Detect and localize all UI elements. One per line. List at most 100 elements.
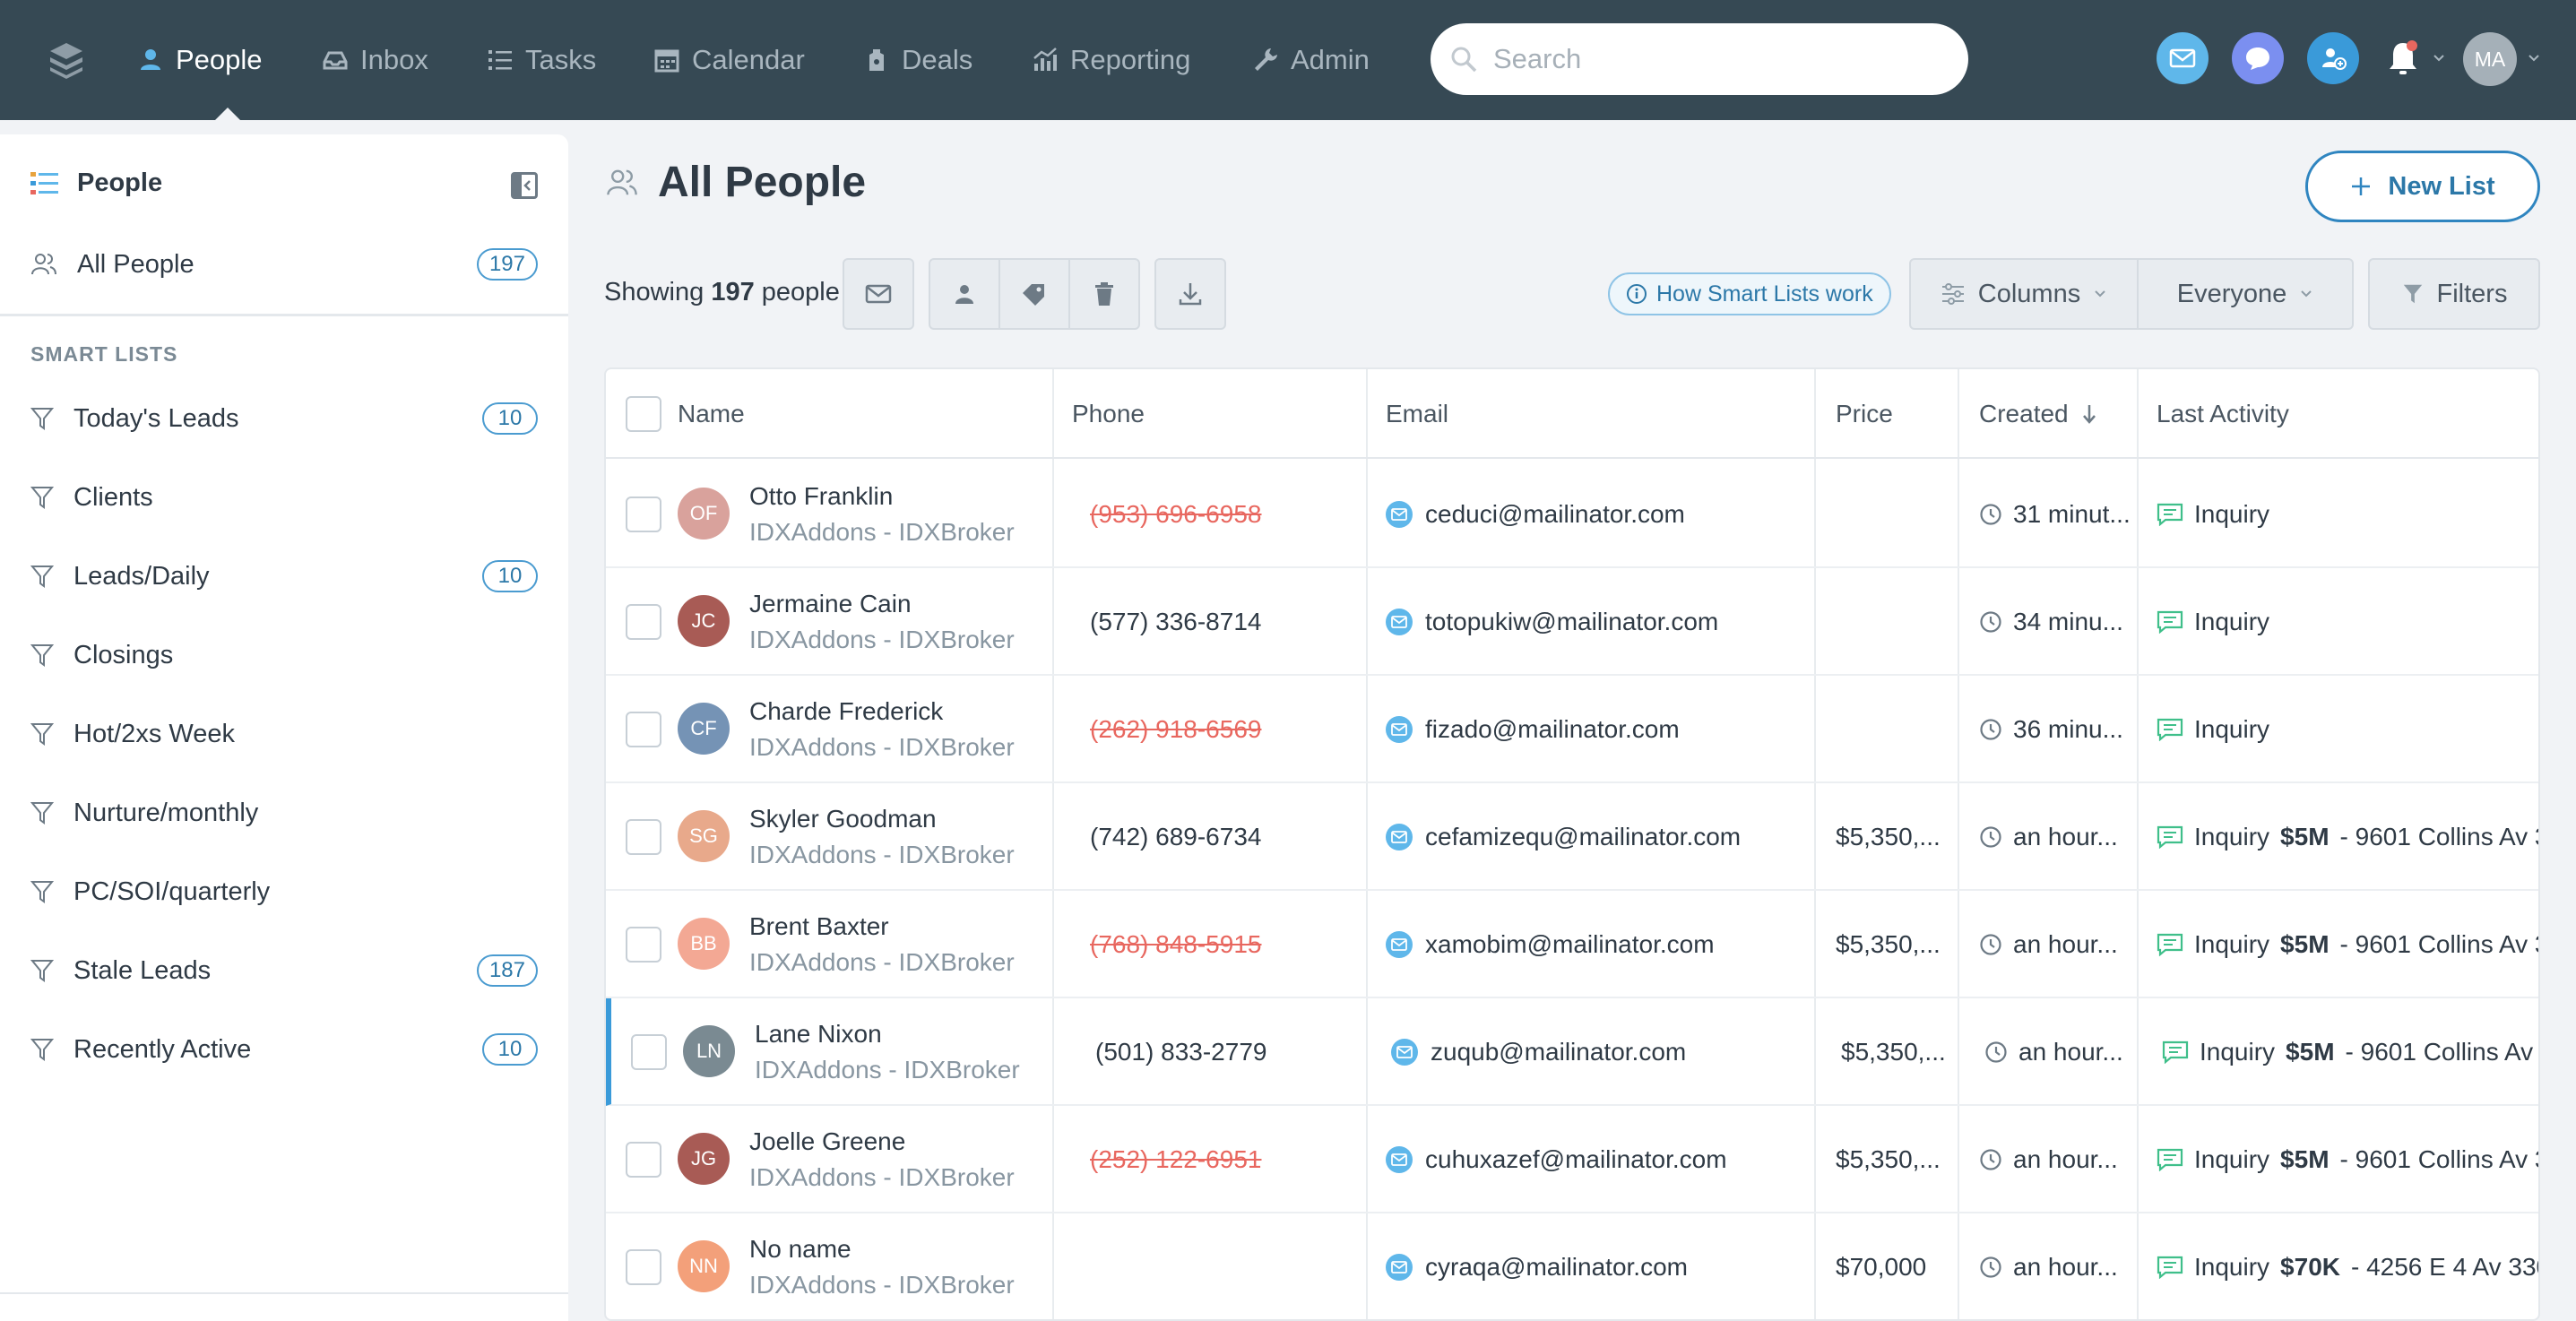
avatar[interactable]: SG <box>678 810 730 862</box>
nav-reporting[interactable]: Reporting <box>1031 0 1190 120</box>
person-name[interactable]: Skyler Goodman <box>749 805 937 833</box>
table-row[interactable]: OF Otto Franklin IDXAddons - IDXBroker (953… <box>606 461 2538 568</box>
row-checkbox[interactable] <box>626 604 661 640</box>
last-activity-cell[interactable]: Inquiry <box>2157 715 2291 744</box>
everyone-dropdown[interactable]: Everyone <box>2137 258 2354 330</box>
table-row[interactable]: BB Brent Baxter IDXAddons - IDXBroker (768)… <box>606 891 2538 998</box>
person-name[interactable]: No name <box>749 1235 851 1263</box>
columns-dropdown[interactable]: Columns <box>1909 258 2139 330</box>
avatar[interactable]: LN <box>683 1025 735 1077</box>
email-cell[interactable]: totopukiw@mailinator.com <box>1386 608 1718 636</box>
app-logo-icon[interactable] <box>47 39 86 79</box>
nav-calendar[interactable]: Calendar <box>653 0 805 120</box>
nav-inbox[interactable]: Inbox <box>321 0 428 120</box>
sidebar-item-hot-2xs-week[interactable]: Hot/2xs Week <box>30 707 538 761</box>
table-row[interactable]: JC Jermaine Cain IDXAddons - IDXBroker (577… <box>606 568 2538 676</box>
row-checkbox[interactable] <box>626 819 661 855</box>
email-button[interactable] <box>2157 32 2209 84</box>
nav-tasks[interactable]: Tasks <box>486 0 596 120</box>
row-checkbox[interactable] <box>626 927 661 963</box>
person-name[interactable]: Lane Nixon <box>755 1020 882 1048</box>
sidebar-item-pc-soi-quarterly[interactable]: PC/SOI/quarterly <box>30 865 538 919</box>
person-name[interactable]: Jermaine Cain <box>749 590 912 617</box>
how-smart-lists-work-link[interactable]: How Smart Lists work <box>1608 272 1891 315</box>
person-name[interactable]: Brent Baxter <box>749 912 889 940</box>
sidebar-collapse-button[interactable] <box>511 172 538 199</box>
sidebar-item-leads-daily[interactable]: Leads/Daily 10 <box>30 549 538 603</box>
user-avatar[interactable]: MA <box>2463 32 2517 86</box>
nav-people[interactable]: People <box>136 0 263 120</box>
header-email[interactable]: Email <box>1386 400 1449 427</box>
phone-number[interactable]: (252) 122-6951 <box>1090 1145 1262 1173</box>
sidebar-item-todays-leads[interactable]: Today's Leads 10 <box>30 392 538 445</box>
row-checkbox[interactable] <box>626 496 661 532</box>
nav-admin[interactable]: Admin <box>1251 0 1370 120</box>
header-phone[interactable]: Phone <box>1072 400 1145 427</box>
bulk-delete-button[interactable] <box>1068 258 1140 330</box>
header-created[interactable]: Created <box>1979 369 2097 459</box>
notifications-button[interactable] <box>2377 32 2429 84</box>
email-cell[interactable]: zuqub@mailinator.com <box>1391 1038 1686 1066</box>
phone-number[interactable]: (742) 689-6734 <box>1090 823 1262 850</box>
header-price[interactable]: Price <box>1836 400 1893 427</box>
select-all-checkbox[interactable] <box>626 396 661 432</box>
row-checkbox[interactable] <box>626 1249 661 1285</box>
email-cell[interactable]: fizado@mailinator.com <box>1386 715 1680 744</box>
search-box[interactable] <box>1431 23 1968 95</box>
last-activity-cell[interactable]: Inquiry $5M - 9601 Collins Av 3 <box>2157 1145 2538 1174</box>
bulk-tag-button[interactable] <box>998 258 1070 330</box>
table-row[interactable]: CF Charde Frederick IDXAddons - IDXBroker (… <box>606 676 2538 783</box>
email-cell[interactable]: ceduci@mailinator.com <box>1386 500 1685 529</box>
search-input[interactable] <box>1493 43 1923 75</box>
filters-button[interactable]: Filters <box>2368 258 2540 330</box>
last-activity-cell[interactable]: Inquiry <box>2157 608 2291 636</box>
avatar[interactable]: CF <box>678 703 730 755</box>
phone-number[interactable]: (768) 848-5915 <box>1090 930 1262 958</box>
avatar[interactable]: OF <box>678 488 730 540</box>
sidebar-item-recently-active[interactable]: Recently Active 10 <box>30 1023 538 1076</box>
table-row[interactable]: SG Skyler Goodman IDXAddons - IDXBroker (74… <box>606 783 2538 891</box>
last-activity-cell[interactable]: Inquiry $70K - 4256 E 4 Av 330 <box>2157 1253 2538 1282</box>
row-checkbox[interactable] <box>626 1142 661 1178</box>
notifications-chevron-icon[interactable] <box>2433 52 2445 65</box>
last-activity-cell[interactable]: Inquiry $5M - 9601 Collins Av 3 <box>2162 1038 2538 1066</box>
person-name[interactable]: Otto Franklin <box>749 482 894 510</box>
avatar[interactable]: JG <box>678 1133 730 1185</box>
sidebar-item-all-people[interactable]: All People 197 <box>30 237 538 291</box>
email-cell[interactable]: xamobim@mailinator.com <box>1386 930 1715 959</box>
phone-number[interactable]: (953) 696-6958 <box>1090 500 1262 528</box>
export-button[interactable] <box>1154 258 1226 330</box>
chat-button[interactable] <box>2232 32 2284 84</box>
table-row[interactable]: LN Lane Nixon IDXAddons - IDXBroker (501) 8… <box>606 998 2538 1106</box>
sidebar-item-stale-leads[interactable]: Stale Leads 187 <box>30 944 538 997</box>
bulk-assign-button[interactable] <box>929 258 1000 330</box>
last-activity-cell[interactable]: Inquiry $5M - 9601 Collins Av 3 <box>2157 930 2538 959</box>
user-menu-chevron-icon[interactable] <box>2528 52 2540 65</box>
person-name[interactable]: Joelle Greene <box>749 1127 906 1155</box>
header-name[interactable]: Name <box>678 400 745 427</box>
avatar[interactable]: JC <box>678 595 730 647</box>
last-activity-cell[interactable]: Inquiry <box>2157 500 2291 529</box>
sidebar-item-clients[interactable]: Clients <box>30 471 538 524</box>
avatar[interactable]: BB <box>678 918 730 970</box>
row-checkbox[interactable] <box>626 712 661 747</box>
row-checkbox[interactable] <box>631 1034 667 1070</box>
table-row[interactable]: JG Joelle Greene IDXAddons - IDXBroker (252… <box>606 1106 2538 1213</box>
nav-deals[interactable]: Deals <box>862 0 972 120</box>
phone-number[interactable]: (501) 833-2779 <box>1095 1038 1267 1066</box>
last-activity-cell[interactable]: Inquiry $5M - 9601 Collins Av 3 <box>2157 823 2538 851</box>
header-last-activity[interactable]: Last Activity <box>2157 400 2289 427</box>
bulk-email-button[interactable] <box>843 258 914 330</box>
table-row[interactable]: NN No name IDXAddons - IDXBroker cyraqa@mai… <box>606 1213 2538 1319</box>
avatar[interactable]: NN <box>678 1240 730 1292</box>
new-list-button[interactable]: New List <box>2305 151 2540 222</box>
person-name[interactable]: Charde Frederick <box>749 697 944 725</box>
phone-number[interactable]: (262) 918-6569 <box>1090 715 1262 743</box>
add-person-button[interactable] <box>2307 32 2359 84</box>
sidebar-item-nurture-monthly[interactable]: Nurture/monthly <box>30 786 538 840</box>
sidebar-item-closings[interactable]: Closings <box>30 628 538 682</box>
email-cell[interactable]: cyraqa@mailinator.com <box>1386 1253 1688 1282</box>
email-cell[interactable]: cefamizequ@mailinator.com <box>1386 823 1741 851</box>
email-cell[interactable]: cuhuxazef@mailinator.com <box>1386 1145 1727 1174</box>
phone-number[interactable]: (577) 336-8714 <box>1090 608 1262 635</box>
